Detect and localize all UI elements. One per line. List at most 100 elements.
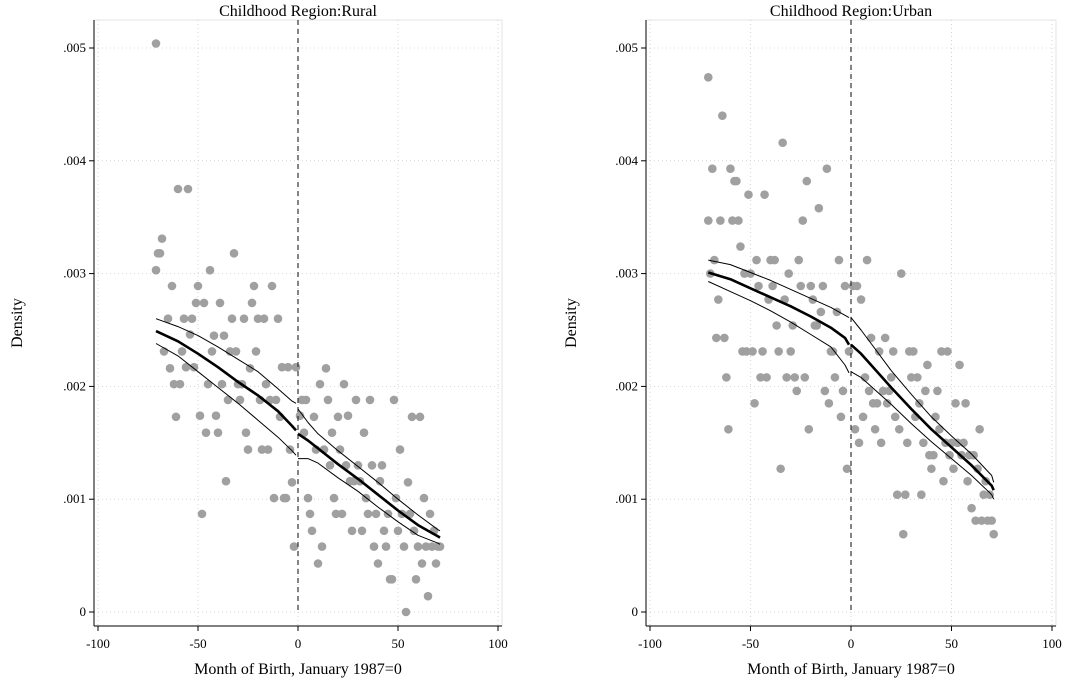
x-axis-label: Month of Birth, January 1987=0 bbox=[194, 661, 402, 678]
data-point bbox=[325, 461, 335, 470]
data-point bbox=[393, 526, 403, 536]
data-point bbox=[173, 184, 183, 194]
y-tick-label: .005 bbox=[615, 40, 638, 55]
data-point bbox=[399, 542, 409, 551]
data-point bbox=[812, 321, 822, 330]
y-axis-label: Density bbox=[9, 298, 26, 348]
ci-upper-left-line bbox=[708, 259, 850, 319]
data-point bbox=[307, 526, 317, 536]
data-point bbox=[389, 395, 399, 405]
data-point bbox=[768, 281, 777, 291]
data-point bbox=[852, 281, 862, 291]
data-point bbox=[427, 542, 437, 551]
x-tick-label: 100 bbox=[488, 636, 508, 651]
data-point bbox=[403, 477, 413, 487]
data-point bbox=[151, 39, 161, 48]
data-point bbox=[207, 347, 217, 356]
y-tick-label: .002 bbox=[63, 378, 86, 393]
data-point bbox=[726, 164, 735, 173]
y-tick-label: .003 bbox=[63, 266, 86, 281]
data-point bbox=[961, 399, 970, 408]
x-tick-label: -100 bbox=[638, 636, 662, 651]
data-point bbox=[425, 509, 435, 519]
data-point bbox=[989, 529, 999, 539]
data-point bbox=[235, 395, 245, 405]
data-point bbox=[377, 461, 387, 470]
data-point bbox=[830, 373, 840, 382]
data-point bbox=[820, 386, 830, 396]
data-point bbox=[969, 450, 978, 460]
data-point bbox=[796, 281, 806, 291]
data-point bbox=[850, 424, 860, 434]
data-point bbox=[339, 379, 349, 389]
data-point bbox=[752, 255, 761, 265]
data-point bbox=[285, 445, 295, 454]
data-point bbox=[405, 509, 415, 519]
data-point bbox=[369, 542, 379, 551]
data-point bbox=[840, 281, 850, 291]
data-point bbox=[804, 424, 814, 434]
ci-lower-left-line bbox=[708, 281, 850, 374]
data-point bbox=[836, 412, 846, 422]
data-point bbox=[271, 395, 281, 405]
data-point bbox=[967, 503, 976, 513]
data-point bbox=[387, 574, 397, 584]
data-point bbox=[395, 445, 405, 454]
x-tick-label: -50 bbox=[189, 636, 206, 651]
data-point bbox=[277, 362, 287, 372]
data-point bbox=[259, 314, 269, 324]
data-point bbox=[169, 379, 179, 389]
data-point bbox=[223, 395, 233, 405]
y-tick-label: 0 bbox=[80, 604, 87, 619]
data-point bbox=[347, 526, 357, 536]
data-point bbox=[728, 216, 737, 225]
data-point bbox=[239, 314, 249, 324]
data-point bbox=[327, 428, 337, 437]
data-point bbox=[227, 314, 237, 324]
data-point bbox=[181, 362, 191, 372]
data-point bbox=[754, 281, 763, 291]
data-point bbox=[748, 347, 757, 356]
data-point bbox=[313, 559, 323, 568]
ci-upper-right-line bbox=[850, 317, 995, 483]
data-point bbox=[249, 281, 259, 291]
data-point bbox=[175, 379, 185, 389]
data-point bbox=[742, 347, 751, 356]
data-point bbox=[818, 281, 828, 291]
data-point bbox=[955, 360, 964, 370]
data-point bbox=[806, 281, 816, 291]
data-point bbox=[913, 373, 922, 382]
data-point bbox=[321, 364, 331, 373]
data-point bbox=[886, 373, 896, 382]
data-point bbox=[337, 509, 347, 519]
chart-title: Childhood Region:Urban bbox=[770, 3, 932, 20]
data-point bbox=[407, 412, 417, 422]
data-point bbox=[854, 438, 864, 448]
data-point bbox=[882, 399, 892, 408]
data-point bbox=[333, 412, 343, 422]
data-point bbox=[732, 176, 741, 186]
data-point bbox=[919, 438, 928, 448]
data-point bbox=[762, 373, 771, 382]
fit-left-line bbox=[707, 271, 851, 346]
data-point bbox=[205, 265, 215, 275]
data-point bbox=[179, 314, 189, 324]
data-point bbox=[888, 347, 898, 356]
data-point bbox=[243, 445, 253, 454]
data-point bbox=[315, 379, 325, 389]
data-point bbox=[744, 190, 753, 199]
y-tick-label: 0 bbox=[632, 604, 639, 619]
data-point bbox=[165, 364, 175, 373]
data-point bbox=[858, 412, 868, 422]
data-point bbox=[792, 386, 802, 396]
data-point bbox=[929, 450, 938, 460]
data-point bbox=[201, 428, 211, 437]
data-point bbox=[931, 412, 940, 422]
data-point bbox=[167, 281, 177, 291]
data-point bbox=[902, 438, 912, 448]
data-point bbox=[718, 111, 727, 120]
data-point bbox=[289, 542, 299, 551]
data-point bbox=[353, 461, 363, 470]
data-point bbox=[822, 164, 832, 173]
data-point bbox=[217, 379, 227, 389]
